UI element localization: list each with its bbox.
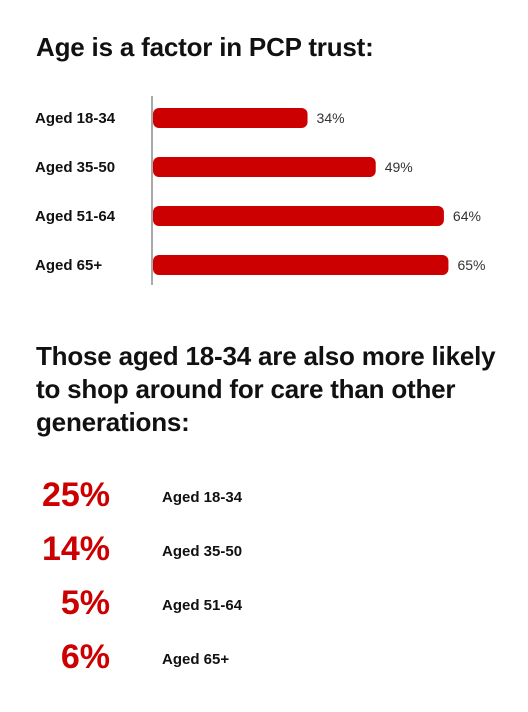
stat-label: Aged 65+	[162, 651, 230, 668]
stat-label: Aged 18-34	[162, 489, 243, 506]
stat-value: 14%	[41, 530, 110, 568]
bar	[153, 255, 449, 275]
stat-row: 5% Aged 51-64	[0, 578, 528, 628]
stat-row: 6% Aged 65+	[0, 632, 528, 682]
trust-bar-chart: Aged 18-34 34% Aged 35-50 49% Aged 51-64 64% A…	[35, 96, 485, 285]
bar-value-label: 65%	[457, 257, 485, 273]
stat-row: 25% Aged 18-34	[0, 470, 528, 520]
stat-label: Aged 51-64	[162, 597, 243, 614]
section-subtitle: Those aged 18-34 are also more likely to…	[36, 341, 496, 437]
category-label: Aged 51-64	[35, 208, 116, 225]
bar-value-label: 49%	[385, 159, 413, 175]
stat-value: 6%	[60, 638, 110, 676]
stat-row: 14% Aged 35-50	[0, 524, 528, 574]
stat-value: 5%	[60, 584, 110, 622]
chart-title: Age is a factor in PCP trust:	[36, 32, 374, 62]
category-label: Aged 18-34	[35, 110, 116, 127]
bar	[153, 206, 444, 226]
bar	[153, 157, 376, 177]
bar	[153, 108, 308, 128]
stat-label: Aged 35-50	[162, 543, 243, 560]
category-label: Aged 65+	[35, 257, 102, 274]
stat-value: 25%	[41, 476, 110, 514]
bar-value-label: 64%	[453, 208, 481, 224]
category-label: Aged 35-50	[35, 159, 115, 176]
bar-value-label: 34%	[317, 110, 345, 126]
